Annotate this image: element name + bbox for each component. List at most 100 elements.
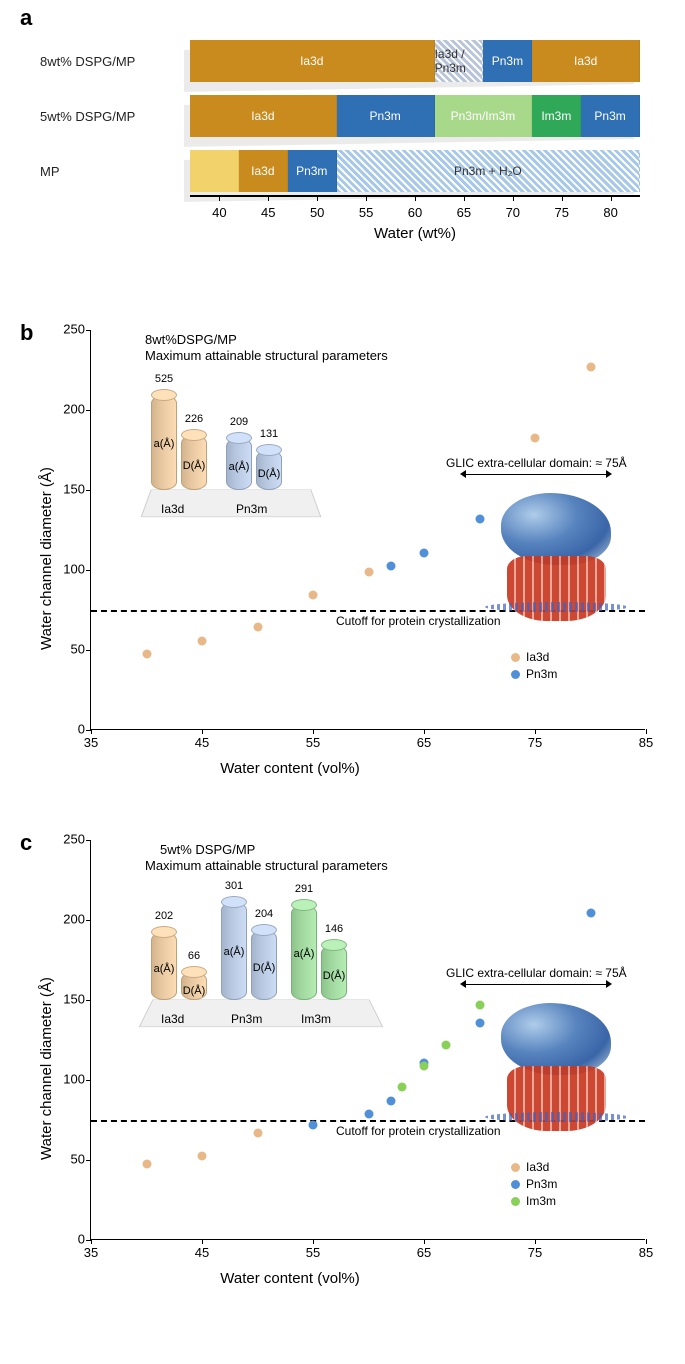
phase-segment: Pn3m: [483, 40, 532, 82]
panel-a-label: a: [20, 5, 32, 31]
panel-a-x-title: Water (wt%): [374, 225, 456, 242]
panel-c-x-title: Water content (vol%): [220, 1270, 360, 1287]
cylinder-value: 525: [155, 373, 173, 385]
phase-segment: Pn3m: [337, 95, 435, 137]
panel-b-label: b: [20, 320, 33, 346]
phase-segment: Pn3m: [288, 150, 337, 192]
cutoff-text: Cutoff for protein crystallization: [336, 1124, 501, 1138]
y-tick: 150: [63, 992, 91, 1007]
y-tick: 100: [63, 1072, 91, 1087]
cylinder: 301a(Å): [221, 902, 247, 1000]
y-tick: 250: [63, 322, 91, 337]
data-point: [442, 1041, 451, 1050]
cylinder-label: a(Å): [154, 438, 175, 450]
data-point: [309, 590, 318, 599]
data-point: [253, 1129, 262, 1138]
phase-segment: Pn3m: [581, 95, 640, 137]
glic-label: GLIC extra-cellular domain: ≈ 75Å: [446, 456, 627, 470]
y-tick: 200: [63, 402, 91, 417]
legend: Ia3dPn3mIm3m: [511, 1160, 557, 1211]
cylinder-phase-label: Ia3d: [161, 502, 184, 516]
cylinder-value: 204: [255, 908, 273, 920]
cylinder-label: a(Å): [229, 461, 250, 473]
cylinder: 131D(Å): [256, 450, 282, 490]
data-point: [586, 363, 595, 372]
phase-segment: [190, 150, 239, 192]
data-point: [386, 1097, 395, 1106]
panel-c-scatter: c 5wt% DSPG/MP Maximum attainable struct…: [20, 830, 665, 1310]
x-tick: 55: [359, 205, 373, 220]
data-point: [475, 1019, 484, 1028]
x-tick: 80: [603, 205, 617, 220]
x-tick: 65: [457, 205, 471, 220]
panel-b-plot: 050100150200250354555657585Cutoff for pr…: [90, 330, 645, 730]
data-point: [397, 1083, 406, 1092]
protein-illustration: [501, 493, 611, 623]
panel-b-scatter: b 8wt%DSPG/MP Maximum attainable structu…: [20, 320, 665, 800]
data-point: [386, 561, 395, 570]
x-tick: 40: [212, 205, 226, 220]
data-point: [420, 549, 429, 558]
data-point: [364, 568, 373, 577]
cylinder: 204D(Å): [251, 930, 277, 1000]
y-tick: 50: [71, 642, 91, 657]
cylinder-value: 202: [155, 910, 173, 922]
cylinder: 209a(Å): [226, 438, 252, 490]
cylinder-value: 301: [225, 880, 243, 892]
legend-item: Im3m: [511, 1194, 557, 1208]
panel-b-y-title: Water channel diameter (Å): [38, 467, 55, 650]
y-tick: 50: [71, 1152, 91, 1167]
cylinder: 525a(Å): [151, 395, 177, 490]
panel-c-plot: 050100150200250354555657585Cutoff for pr…: [90, 840, 645, 1240]
data-point: [198, 637, 207, 646]
y-tick: 200: [63, 912, 91, 927]
glic-label: GLIC extra-cellular domain: ≈ 75Å: [446, 966, 627, 980]
cutoff-text: Cutoff for protein crystallization: [336, 614, 501, 628]
data-point: [142, 1159, 151, 1168]
cylinder-value: 146: [325, 923, 343, 935]
legend-item: Ia3d: [511, 650, 557, 664]
cylinder-label: D(Å): [183, 985, 206, 997]
data-point: [253, 622, 262, 631]
y-tick: 100: [63, 562, 91, 577]
cylinder-value: 131: [260, 428, 278, 440]
cylinder-label: a(Å): [294, 948, 315, 960]
panel-a-x-axis: 404550556065707580 Water (wt%): [190, 195, 640, 235]
cylinder-label: D(Å): [323, 970, 346, 982]
x-tick: 60: [408, 205, 422, 220]
cylinder-phase-label: Ia3d: [161, 1012, 184, 1026]
phase-segment: Ia3d: [190, 40, 435, 82]
data-point: [420, 1062, 429, 1071]
x-tick: 45: [261, 205, 275, 220]
phase-segment: Ia3d: [190, 95, 337, 137]
cylinder-label: a(Å): [224, 946, 245, 958]
y-tick: 150: [63, 482, 91, 497]
phase-row-label: 8wt% DSPG/MP: [40, 54, 135, 69]
phase-row-label: MP: [40, 164, 60, 179]
x-tick: 70: [506, 205, 520, 220]
phase-segment: Ia3d / Pn3m: [435, 40, 484, 82]
panel-b-x-title: Water content (vol%): [220, 760, 360, 777]
legend: Ia3dPn3m: [511, 650, 557, 684]
cylinder-label: D(Å): [183, 460, 206, 472]
cylinder-value: 209: [230, 416, 248, 428]
cylinder-value: 291: [295, 883, 313, 895]
y-tick: 250: [63, 832, 91, 847]
cylinder-phase-label: Pn3m: [236, 502, 267, 516]
phase-segment: Ia3d: [239, 150, 288, 192]
data-point: [142, 649, 151, 658]
phase-segment: Im3m: [532, 95, 581, 137]
data-point: [475, 1001, 484, 1010]
data-point: [309, 1121, 318, 1130]
cylinder: 291a(Å): [291, 905, 317, 1000]
legend-item: Pn3m: [511, 1177, 557, 1191]
panel-c-label: c: [20, 830, 32, 856]
data-point: [364, 1110, 373, 1119]
cylinder-phase-label: Im3m: [301, 1012, 331, 1026]
data-point: [531, 433, 540, 442]
data-point: [198, 1151, 207, 1160]
data-point: [586, 908, 595, 917]
cylinder-label: D(Å): [253, 962, 276, 974]
cylinder: 202a(Å): [151, 932, 177, 1000]
phase-row: Ia3dPn3mPn3m + H₂O: [190, 150, 640, 192]
